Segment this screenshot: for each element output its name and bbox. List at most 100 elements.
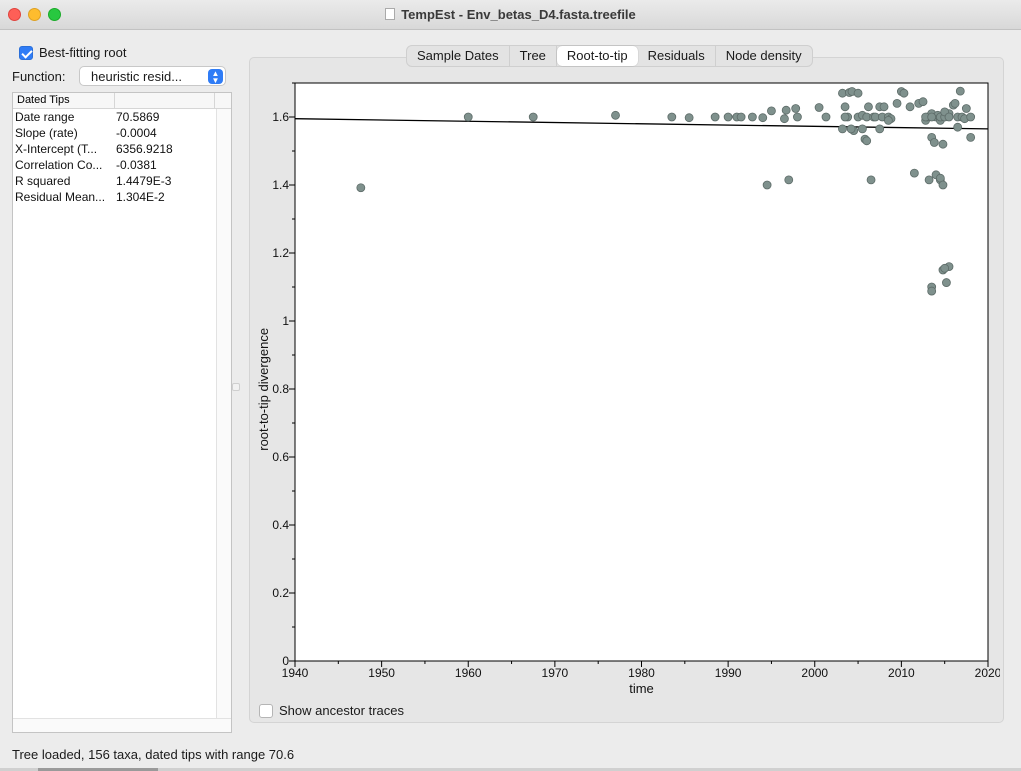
data-point[interactable] (966, 133, 976, 142)
plot-area[interactable] (294, 82, 989, 662)
data-point[interactable] (944, 112, 954, 122)
data-point[interactable] (864, 102, 873, 112)
y-tick-label: 1 (282, 314, 289, 328)
data-point[interactable] (953, 122, 963, 132)
data-point[interactable] (723, 112, 733, 122)
close-window-button[interactable] (8, 8, 21, 21)
data-point[interactable] (838, 124, 847, 134)
regression-line (294, 118, 989, 130)
data-point[interactable] (747, 112, 757, 122)
data-point[interactable] (905, 102, 915, 112)
table-row[interactable]: Date range 70.5869 (15, 110, 215, 126)
data-point[interactable] (950, 98, 960, 108)
x-tick-label: 1960 (455, 666, 482, 680)
stats-table-header: Dated Tips (13, 93, 231, 109)
tab-residuals[interactable]: Residuals (638, 46, 716, 66)
x-axis-label: time (629, 681, 654, 696)
data-point[interactable] (879, 102, 889, 112)
data-point[interactable] (927, 112, 937, 122)
data-point[interactable] (780, 114, 789, 124)
tab-node-density[interactable]: Node density (725, 48, 802, 63)
table-row[interactable]: R squared 1.4479E-3 (15, 174, 215, 190)
split-pane-handle[interactable] (232, 383, 240, 391)
data-point[interactable] (918, 97, 928, 107)
data-point[interactable] (961, 104, 971, 113)
y-tick-label: 0.4 (272, 518, 289, 532)
status-text: Tree loaded, 156 taxa, dated tips with r… (12, 747, 295, 762)
data-point[interactable] (791, 104, 801, 113)
y-tick-labels: 0 0.2 0.4 0.6 0.8 1 1.2 1.4 1.6 (272, 110, 289, 668)
tab-root-to-tip[interactable]: Root-to-tip (556, 46, 638, 66)
data-point[interactable] (840, 102, 850, 112)
best-fitting-root-label: Best-fitting root (39, 45, 127, 60)
table-row[interactable]: Correlation Co... -0.0381 (15, 158, 215, 174)
data-point[interactable] (840, 112, 850, 122)
x-tick-label: 2000 (801, 666, 828, 680)
data-point[interactable] (784, 175, 794, 185)
data-point[interactable] (758, 113, 768, 123)
horizontal-scrollbar[interactable] (13, 718, 231, 732)
show-ancestor-traces-label: Show ancestor traces (279, 703, 405, 718)
data-point[interactable] (866, 175, 876, 185)
data-point[interactable] (846, 124, 856, 134)
data-point[interactable] (611, 110, 620, 120)
table-row[interactable]: Residual Mean... 1.304E-2 (15, 190, 215, 206)
data-point[interactable] (938, 180, 948, 190)
data-point[interactable] (356, 183, 366, 193)
data-point[interactable] (955, 86, 965, 96)
table-row[interactable]: X-Intercept (T... 6356.9218 (15, 142, 215, 158)
data-point[interactable] (736, 112, 746, 122)
x-tick-label: 1970 (542, 666, 569, 680)
data-point[interactable] (767, 106, 776, 116)
tab-tree[interactable]: Tree (510, 46, 557, 66)
row-key: Date range (15, 110, 75, 124)
tab-sample-dates[interactable]: Sample Dates (407, 46, 510, 66)
data-point[interactable] (966, 112, 976, 122)
data-point[interactable] (899, 88, 909, 98)
show-ancestor-traces-checkbox[interactable] (259, 704, 273, 718)
table-row[interactable]: Slope (rate) -0.0004 (15, 126, 215, 142)
dated-tips-column-header[interactable]: Dated Tips (17, 94, 70, 106)
data-point[interactable] (929, 138, 939, 147)
data-point[interactable] (942, 278, 951, 287)
row-key: Residual Mean... (15, 190, 106, 204)
data-point[interactable] (862, 136, 872, 146)
data-point[interactable] (684, 113, 694, 123)
vertical-scrollbar[interactable] (216, 109, 231, 718)
row-value: -0.0004 (116, 126, 157, 140)
data-point[interactable] (781, 105, 791, 115)
window-title: TempEst - Env_betas_D4.fasta.treefile (401, 7, 636, 22)
stats-table: Dated Tips Date range 70.5869 Slope (rate… (12, 92, 232, 733)
data-point[interactable] (875, 124, 885, 134)
data-point[interactable] (924, 175, 934, 185)
data-point[interactable] (710, 112, 720, 122)
data-point[interactable] (940, 263, 950, 273)
best-fitting-root-checkbox[interactable] (19, 46, 33, 60)
tab-bar: Sample Dates Tree Root-to-tip Residuals … (406, 45, 813, 67)
data-point[interactable] (857, 124, 867, 134)
row-value: 70.5869 (116, 110, 160, 124)
data-point[interactable] (667, 112, 677, 122)
data-point[interactable] (938, 139, 948, 149)
row-key: Correlation Co... (15, 158, 103, 172)
data-point[interactable] (793, 112, 802, 122)
data-point[interactable] (892, 98, 902, 108)
data-point[interactable] (814, 103, 824, 112)
data-point[interactable] (762, 180, 772, 190)
data-point[interactable] (853, 88, 863, 98)
y-tick-label: 1.4 (272, 178, 289, 192)
data-point[interactable] (821, 112, 831, 122)
data-points (356, 86, 976, 296)
data-point[interactable] (927, 286, 937, 296)
minimize-window-button[interactable] (28, 8, 41, 21)
data-point[interactable] (528, 112, 538, 122)
row-key: R squared (15, 174, 71, 188)
zoom-window-button[interactable] (48, 8, 61, 21)
data-point[interactable] (883, 116, 893, 125)
data-point[interactable] (909, 168, 919, 178)
x-tick-label: 1990 (715, 666, 742, 680)
data-point[interactable] (463, 112, 473, 122)
x-tick-label: 1980 (628, 666, 655, 680)
function-select[interactable]: heuristic resid... ▲ ▼ (79, 66, 226, 86)
